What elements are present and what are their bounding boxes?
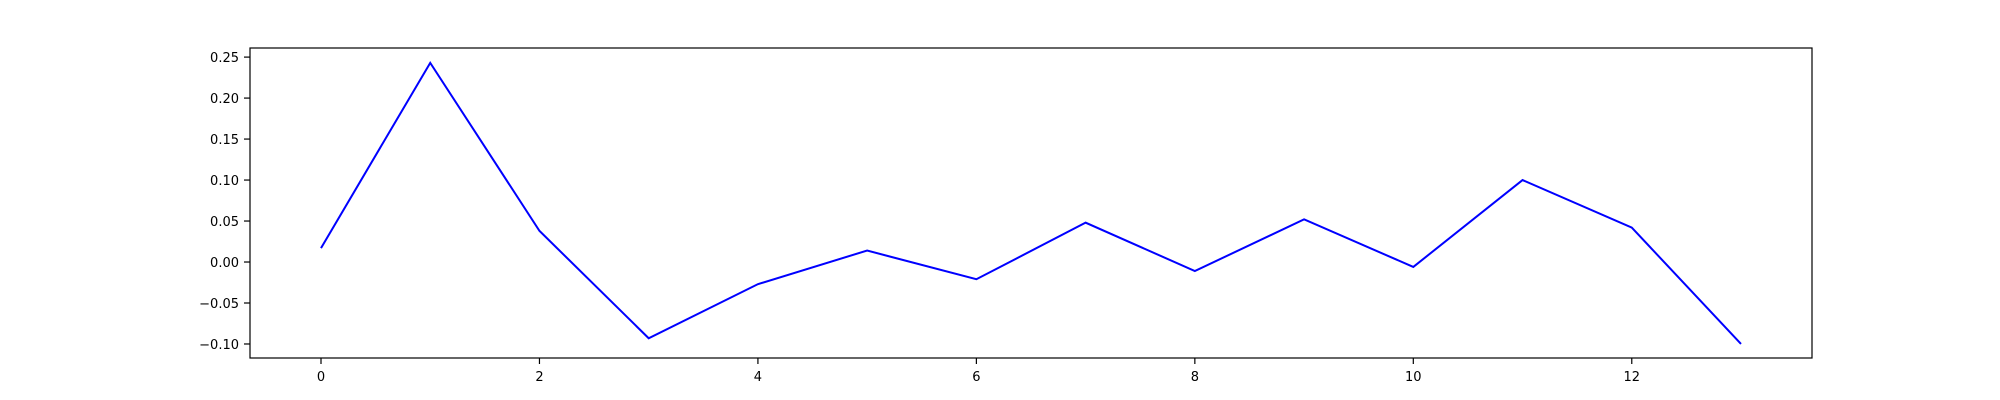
- x-tick-label: 8: [1191, 370, 1199, 385]
- y-tick-label: −0.10: [199, 338, 239, 353]
- series-layer: [320, 60, 1742, 345]
- x-tick-label: 6: [972, 370, 980, 385]
- y-tick-label: 0.05: [210, 215, 239, 230]
- x-tick-label: 4: [754, 370, 762, 385]
- x-tick-label: 12: [1623, 370, 1640, 385]
- axes-layer: [249, 47, 1813, 359]
- plot-frame: [249, 47, 1813, 359]
- x-tick-label: 2: [535, 370, 543, 385]
- y-tick-label: 0.10: [210, 174, 239, 189]
- y-tick-label: 0.20: [210, 92, 239, 107]
- y-tick-label: −0.05: [199, 297, 239, 312]
- y-tick-label: 0.15: [210, 133, 239, 148]
- y-tick-label: 0.00: [210, 256, 239, 271]
- x-tick-label: 0: [317, 370, 325, 385]
- ticks-layer: 0 2 4 6 8 10 12 −0.10 −0.05 0.00 0.05 0.10 0.15 0.20 0…: [199, 51, 1640, 385]
- series-line-0: [320, 60, 1742, 345]
- x-tick-label: 10: [1405, 370, 1422, 385]
- y-tick-label: 0.25: [210, 51, 239, 66]
